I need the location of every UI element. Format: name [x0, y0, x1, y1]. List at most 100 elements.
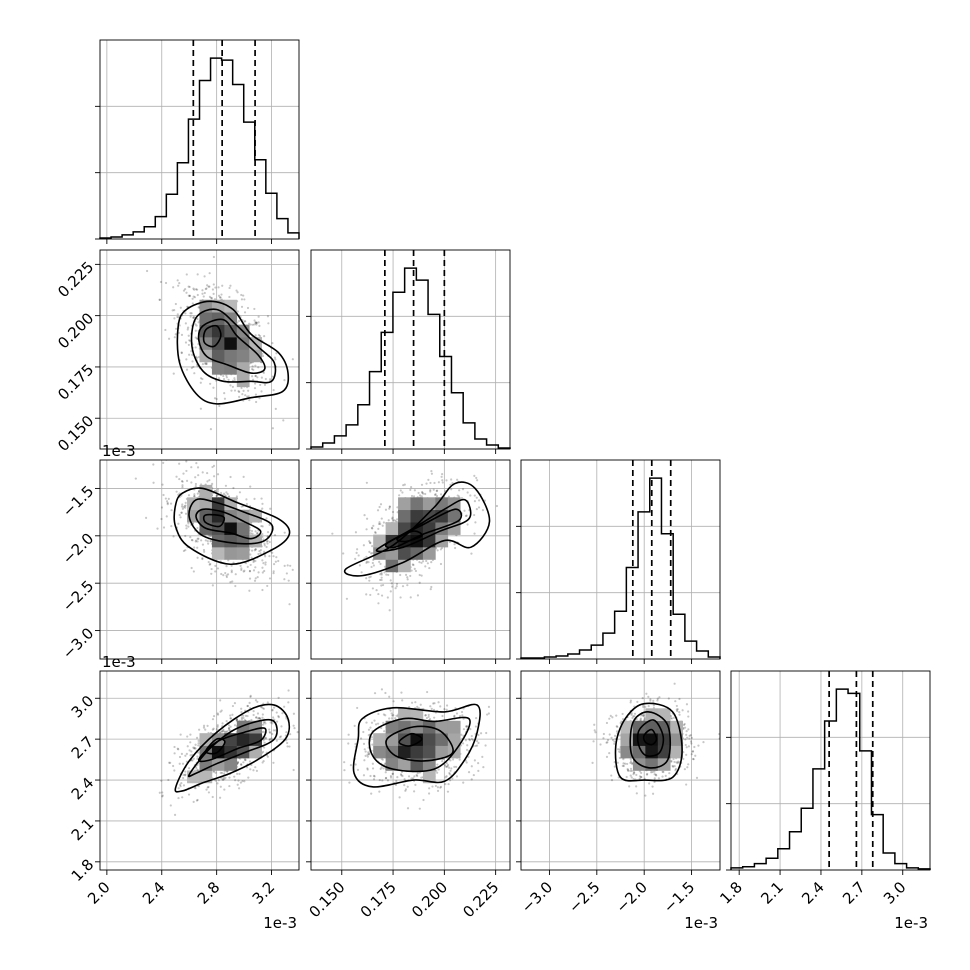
- sample-point: [187, 343, 190, 347]
- sample-point: [222, 492, 226, 495]
- sample-point: [183, 505, 186, 508]
- sample-point: [227, 727, 231, 730]
- sample-point: [368, 579, 371, 582]
- sample-point: [377, 527, 380, 530]
- sample-point: [268, 728, 271, 731]
- sample-point: [184, 506, 187, 509]
- sample-point: [354, 557, 357, 560]
- sample-point: [395, 518, 399, 521]
- sample-point: [187, 294, 190, 297]
- sample-point: [367, 752, 370, 755]
- sample-point: [374, 723, 378, 726]
- sample-point: [225, 575, 228, 579]
- sample-point: [481, 509, 485, 512]
- sample-point: [441, 473, 444, 476]
- sample-point: [184, 322, 187, 325]
- sample-point: [244, 394, 247, 397]
- sample-point: [254, 699, 258, 702]
- sample-point: [380, 726, 383, 730]
- sample-point: [179, 783, 182, 786]
- sample-point: [236, 761, 240, 764]
- sample-point: [228, 295, 231, 299]
- sample-point: [184, 770, 187, 773]
- sample-point: [448, 773, 451, 776]
- sample-point: [481, 755, 484, 758]
- sample-point: [370, 721, 374, 724]
- sample-point: [239, 564, 242, 567]
- sample-point: [308, 742, 310, 744]
- sample-point: [372, 778, 376, 781]
- sample-point: [182, 472, 185, 475]
- sample-point: [441, 714, 444, 718]
- sample-point: [354, 531, 358, 534]
- sample-point: [252, 569, 256, 572]
- sample-point: [251, 532, 254, 535]
- sample-point: [195, 539, 198, 542]
- sample-point: [261, 588, 264, 592]
- sample-point: [254, 766, 257, 769]
- sample-point: [449, 759, 452, 762]
- scatter-panel: −3.0−2.5−2.0−1.51e-3: [59, 442, 300, 664]
- sample-point: [152, 481, 155, 484]
- sample-point: [272, 570, 275, 573]
- sample-point: [378, 778, 381, 782]
- sample-point: [180, 351, 183, 354]
- sample-point: [264, 377, 267, 381]
- density-cell: [447, 733, 461, 746]
- sample-point: [383, 571, 386, 574]
- sample-point: [460, 496, 464, 500]
- sample-point: [382, 583, 385, 587]
- sample-point: [158, 298, 162, 301]
- sample-point: [197, 744, 200, 747]
- sample-point: [416, 774, 419, 778]
- sample-point: [475, 508, 478, 511]
- density-cell: [373, 745, 386, 759]
- sample-point: [186, 328, 189, 331]
- contour-line: [176, 300, 290, 405]
- sample-point: [458, 715, 462, 718]
- sample-point: [262, 730, 265, 734]
- sample-point: [391, 772, 394, 776]
- sample-point: [421, 560, 425, 563]
- x-tick-label: 3.0: [880, 878, 910, 908]
- sample-point: [159, 280, 163, 284]
- sample-point: [178, 513, 181, 517]
- sample-point: [372, 774, 376, 777]
- sample-point: [364, 754, 367, 758]
- sample-point: [250, 549, 254, 552]
- sample-point: [193, 372, 196, 375]
- sample-point: [391, 585, 394, 588]
- sample-point: [286, 564, 289, 567]
- sample-point: [449, 779, 452, 782]
- sample-point: [212, 475, 216, 478]
- sample-point: [374, 530, 377, 534]
- sample-point: [173, 813, 177, 816]
- sample-point: [355, 551, 358, 554]
- sample-point: [430, 560, 433, 564]
- sample-point: [473, 474, 476, 477]
- sample-point: [388, 695, 391, 698]
- sample-point: [226, 492, 229, 496]
- sample-point: [240, 505, 243, 508]
- sample-point: [389, 774, 393, 778]
- sample-point: [477, 499, 481, 502]
- sample-point: [354, 742, 357, 746]
- sample-point: [261, 525, 264, 528]
- sample-point: [374, 531, 377, 535]
- panel-frame: [310, 670, 511, 871]
- sample-point: [207, 560, 210, 564]
- sample-point: [242, 716, 245, 720]
- sample-point: [186, 745, 189, 748]
- sample-point: [605, 741, 608, 744]
- sample-point: [184, 549, 187, 552]
- sample-point: [287, 579, 290, 582]
- sample-point: [260, 706, 263, 709]
- sample-point: [187, 767, 191, 770]
- sample-point: [465, 725, 468, 728]
- sample-point: [212, 292, 215, 295]
- sample-point: [219, 296, 222, 299]
- density-cell: [224, 509, 238, 523]
- sample-point: [285, 731, 288, 734]
